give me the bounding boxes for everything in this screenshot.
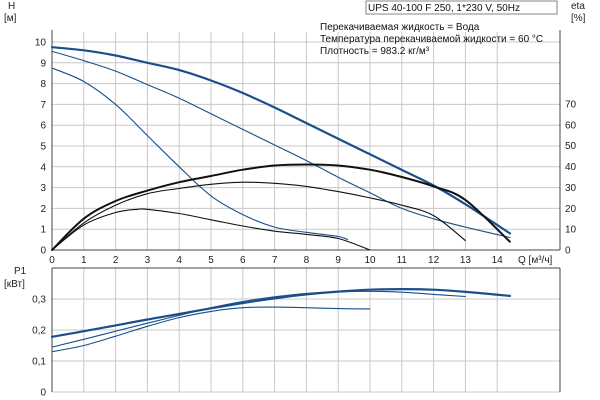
power-y-tick-label: 0,2	[32, 326, 46, 337]
y-left-tick-label: 7	[40, 100, 46, 111]
bottom-ticks: 0 0,1 0,2 0,3	[32, 295, 46, 399]
power-curve-2	[51, 306, 371, 353]
x-tick-label: 6	[240, 255, 246, 266]
power-axis-label-unit: [кВт]	[4, 279, 25, 290]
x-tick-label: 0	[49, 255, 55, 266]
y-axis-right-label-unit: [%]	[571, 13, 586, 24]
x-tick-label: 8	[304, 255, 310, 266]
y-left-tick-label: 4	[40, 162, 46, 173]
y-right-tick-label: 30	[565, 183, 577, 194]
power-curve-1	[51, 290, 466, 348]
y-left-tick-label: 3	[40, 183, 46, 194]
title-box	[365, 0, 558, 15]
x-tick-label: 11	[397, 255, 408, 266]
annotation-density: Плотность = 983.2 кг/м³	[320, 46, 430, 57]
x-tick-label: 2	[113, 255, 119, 266]
top-ticks: 0 1 2 3 4 5 6 7 8 9 10 11 12 13 1401234567891001020304…	[35, 38, 577, 267]
efficiency-curve-5	[51, 208, 371, 251]
y-left-tick-label: 9	[40, 58, 46, 69]
y-right-tick-label: 60	[565, 120, 577, 131]
y-left-tick-label: 5	[40, 142, 46, 153]
x-tick-label: 9	[335, 255, 341, 266]
x-tick-label: 5	[208, 255, 214, 266]
bottom-axes	[51, 267, 561, 392]
y-left-tick-label: 6	[40, 121, 46, 132]
head-curve-1	[51, 50, 511, 239]
head-curve-0	[50, 46, 511, 235]
x-tick-label: 4	[176, 255, 182, 266]
y-left-tick-label: 8	[40, 79, 46, 90]
y-axis-right-label-symbol: eta	[571, 1, 585, 12]
bottom-series	[50, 287, 511, 353]
y-left-tick-label: 0	[40, 246, 46, 257]
y-right-tick-label: 20	[565, 204, 577, 215]
annotation-temperature: Температура перекачиваемой жидкости = 60…	[320, 34, 543, 45]
efficiency-curve-3	[51, 163, 511, 251]
chart-title: UPS 40-100 F 250, 1*230 V, 50Hz	[368, 3, 520, 14]
y-right-tick-label: 0	[565, 246, 571, 257]
annotation-liquid: Перекачиваемая жидкость = Вода	[320, 22, 480, 33]
y-left-tick-label: 10	[35, 38, 47, 49]
x-tick-label: 7	[272, 255, 278, 266]
top-axes	[51, 30, 561, 251]
head-curve-2	[51, 67, 349, 241]
top-series	[50, 46, 511, 251]
power-axis-label-symbol: P1	[14, 266, 27, 277]
x-tick-label: 13	[460, 255, 472, 266]
x-tick-label: 14	[492, 255, 504, 266]
power-y-tick-label: 0	[40, 388, 46, 399]
x-tick-label: 12	[428, 255, 440, 266]
x-tick-label: 10	[364, 255, 376, 266]
x-axis-label: Q [м³/ч]	[518, 255, 553, 266]
power-y-tick-label: 0,3	[32, 295, 46, 306]
y-axis-left-label-symbol: H	[8, 1, 15, 12]
y-right-tick-label: 40	[565, 162, 577, 173]
y-left-tick-label: 2	[40, 204, 46, 215]
x-tick-label: 1	[81, 255, 87, 266]
power-y-tick-label: 0,1	[32, 357, 46, 368]
y-right-tick-label: 50	[565, 141, 577, 152]
x-tick-label: 3	[145, 255, 151, 266]
power-curve-0	[50, 287, 511, 338]
y-left-tick-label: 1	[40, 225, 46, 236]
efficiency-curve-4	[51, 181, 466, 251]
y-axis-left-label-unit: [м]	[4, 13, 17, 24]
y-right-tick-label: 10	[565, 225, 577, 236]
top-grid	[51, 32, 560, 251]
y-right-tick-label: 70	[565, 100, 577, 111]
